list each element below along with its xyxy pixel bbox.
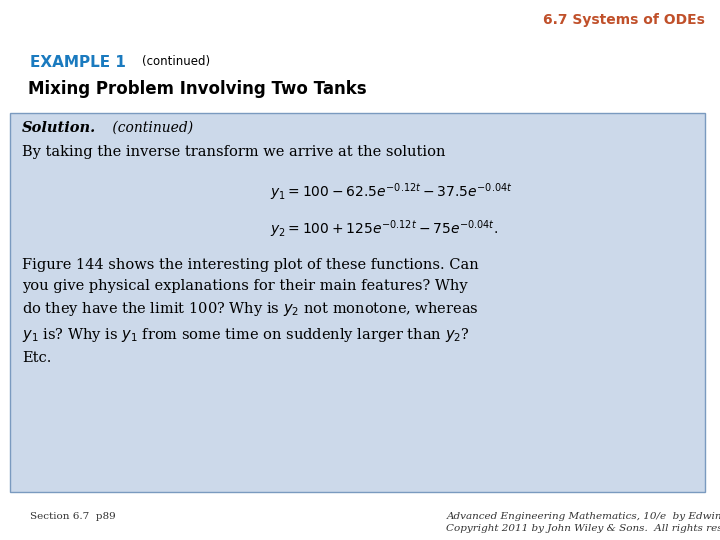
Text: Figure 144 shows the interesting plot of these functions. Can
you give physical : Figure 144 shows the interesting plot of… [22,258,479,365]
Text: 6.7 Systems of ODEs: 6.7 Systems of ODEs [543,13,705,27]
Text: $y_1 = 100 - 62.5e^{-0.12t} - 37.5e^{-0.04t}$: $y_1 = 100 - 62.5e^{-0.12t} - 37.5e^{-0.… [270,181,513,202]
Text: Solution.: Solution. [22,121,96,135]
Text: (continued): (continued) [108,121,193,135]
Text: Section 6.7  p89: Section 6.7 p89 [30,512,116,521]
Text: By taking the inverse transform we arrive at the solution: By taking the inverse transform we arriv… [22,145,446,159]
Text: Mixing Problem Involving Two Tanks: Mixing Problem Involving Two Tanks [28,80,366,98]
Text: (continued): (continued) [142,55,210,68]
FancyBboxPatch shape [10,113,705,492]
Text: Advanced Engineering Mathematics, 10/e  by Edwin Kreyszig
Copyright 2011 by John: Advanced Engineering Mathematics, 10/e b… [446,512,720,533]
Text: EXAMPLE 1: EXAMPLE 1 [30,55,126,70]
Text: $y_2 = 100 + 125e^{-0.12t} - 75e^{-0.04t}.$: $y_2 = 100 + 125e^{-0.12t} - 75e^{-0.04t… [270,218,498,240]
